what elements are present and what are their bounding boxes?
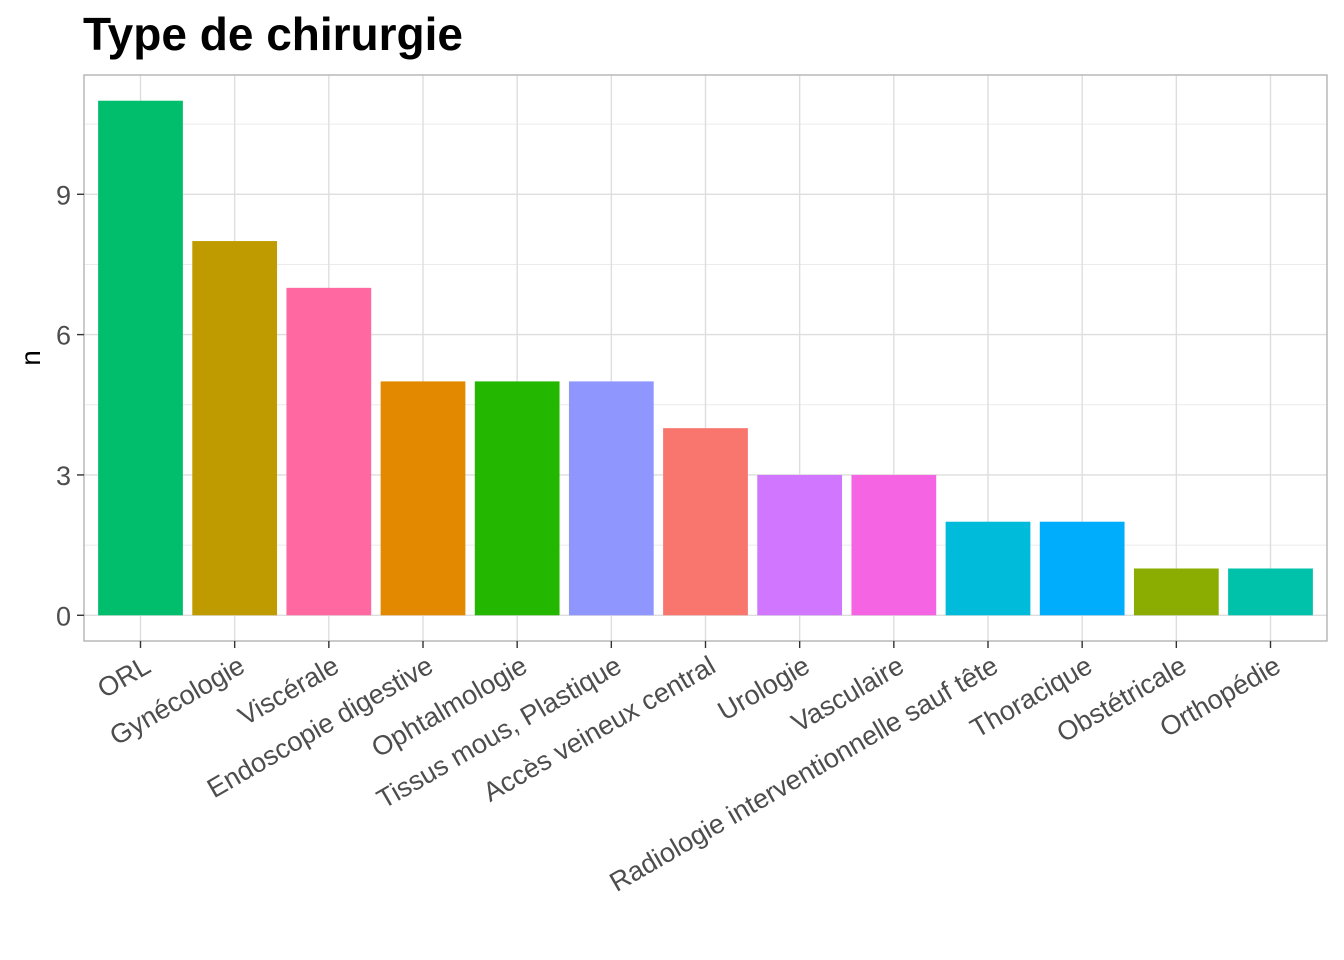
bars <box>98 100 1313 616</box>
bar <box>568 381 654 616</box>
y-tick-label: 6 <box>56 321 71 351</box>
bar <box>380 381 466 616</box>
y-axis: 0 3 6 9 <box>56 180 84 631</box>
bar <box>1133 568 1219 616</box>
bar <box>757 474 843 616</box>
y-tick-label: 9 <box>56 180 71 210</box>
bar <box>286 287 372 616</box>
bar <box>945 521 1031 616</box>
bar <box>663 428 748 616</box>
y-axis-label: n <box>15 350 46 366</box>
bar <box>192 241 278 616</box>
bar <box>1228 568 1313 616</box>
bar <box>474 381 560 616</box>
bar <box>1039 521 1125 616</box>
bar <box>851 474 937 616</box>
chart-title: Type de chirurgie <box>83 8 463 60</box>
y-tick-label: 0 <box>56 601 71 631</box>
bar <box>98 100 183 616</box>
y-tick-label: 3 <box>56 461 71 491</box>
x-tick-label: ORL <box>92 650 155 704</box>
